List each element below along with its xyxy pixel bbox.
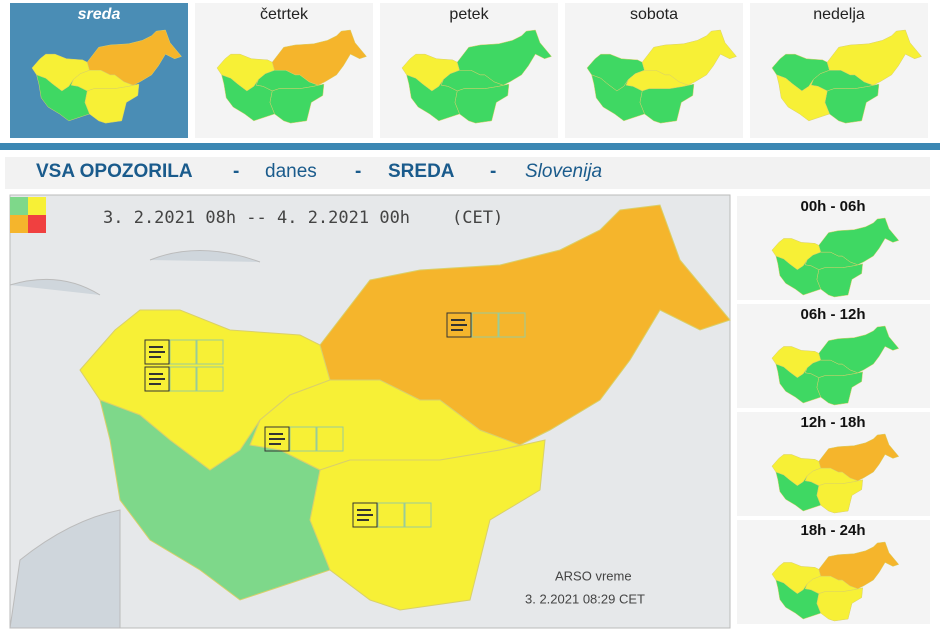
day-tab[interactable]: četrtek [195,3,373,138]
icon-slot [196,366,224,392]
slot-label: 06h - 12h [800,306,865,323]
header-region: Slovenija [525,161,602,182]
region [776,74,830,122]
slot-label: 12h - 18h [800,414,865,431]
icon-slot [404,502,432,528]
region [816,371,863,406]
region [86,29,182,86]
region [99,399,331,601]
slot-label: 00h - 06h [800,198,865,215]
region [775,255,822,296]
icon-slot [316,426,344,452]
time-slot: 00h - 06h [737,196,930,300]
region [775,471,822,512]
region [826,29,922,86]
region [271,29,367,86]
icon-slot [377,502,405,528]
day-tab[interactable]: nedelja [750,3,928,138]
header-title: VSA OPOZORILA [36,161,193,182]
icon-slot [169,339,197,365]
region [775,579,822,620]
region [221,74,275,122]
region [818,541,900,590]
icon-slot [196,339,224,365]
region [775,363,822,404]
time-slot: 12h - 18h [737,412,930,516]
slot-label: 18h - 24h [800,522,865,539]
wind-symbol [269,433,285,445]
main-map [79,204,731,611]
region [309,439,546,611]
region [816,587,863,622]
region [454,83,510,124]
region [818,325,900,374]
time-slot: 18h - 24h [737,520,930,624]
map-issued: 3. 2.2021 08:29 CET [525,591,645,606]
header-when: danes [265,161,317,182]
wind-symbol [451,319,467,331]
region [816,263,863,298]
icon-slot [289,426,317,452]
region [406,74,460,122]
legend [28,215,46,233]
map-source: ARSO vreme [555,568,632,583]
header-sep: - [490,161,496,182]
header-day: SREDA [388,161,455,182]
warning-icon [352,502,378,528]
legend [10,215,28,233]
tab-label: sreda [78,6,121,23]
map-period: 3. 2.2021 08h -- 4. 2.2021 00h [103,208,410,228]
region [36,74,90,122]
tab-label: sobota [630,6,678,23]
region [456,29,552,86]
header-bar [5,157,930,189]
tab-label: četrtek [260,6,309,23]
day-tab[interactable]: sreda [10,3,188,138]
region [818,217,900,266]
icon-slot [471,312,499,338]
warning-icon [264,426,290,452]
warning-icon [446,312,472,338]
region [818,433,900,482]
region [639,83,695,124]
tab-label: petek [449,6,489,23]
warning-icon [144,339,170,365]
icon-slot [498,312,526,338]
day-tab[interactable]: sobota [565,3,743,138]
terrain [9,249,261,629]
warning-icon [144,366,170,392]
icon-slot [169,366,197,392]
map-zone: (CET) [452,208,503,228]
region [84,83,140,124]
tab-label: nedelja [813,6,865,23]
header-sep: - [233,161,239,182]
wind-symbol [149,373,165,385]
region [816,479,863,514]
region [591,74,645,122]
region [641,29,737,86]
region [824,83,880,124]
time-slot: 06h - 12h [737,304,930,408]
region [269,83,325,124]
wind-symbol [149,346,165,358]
header-sep: - [355,161,361,182]
legend [28,197,46,215]
wind-symbol [357,509,373,521]
day-tab[interactable]: petek [380,3,558,138]
divider [0,143,940,150]
legend [10,197,28,215]
